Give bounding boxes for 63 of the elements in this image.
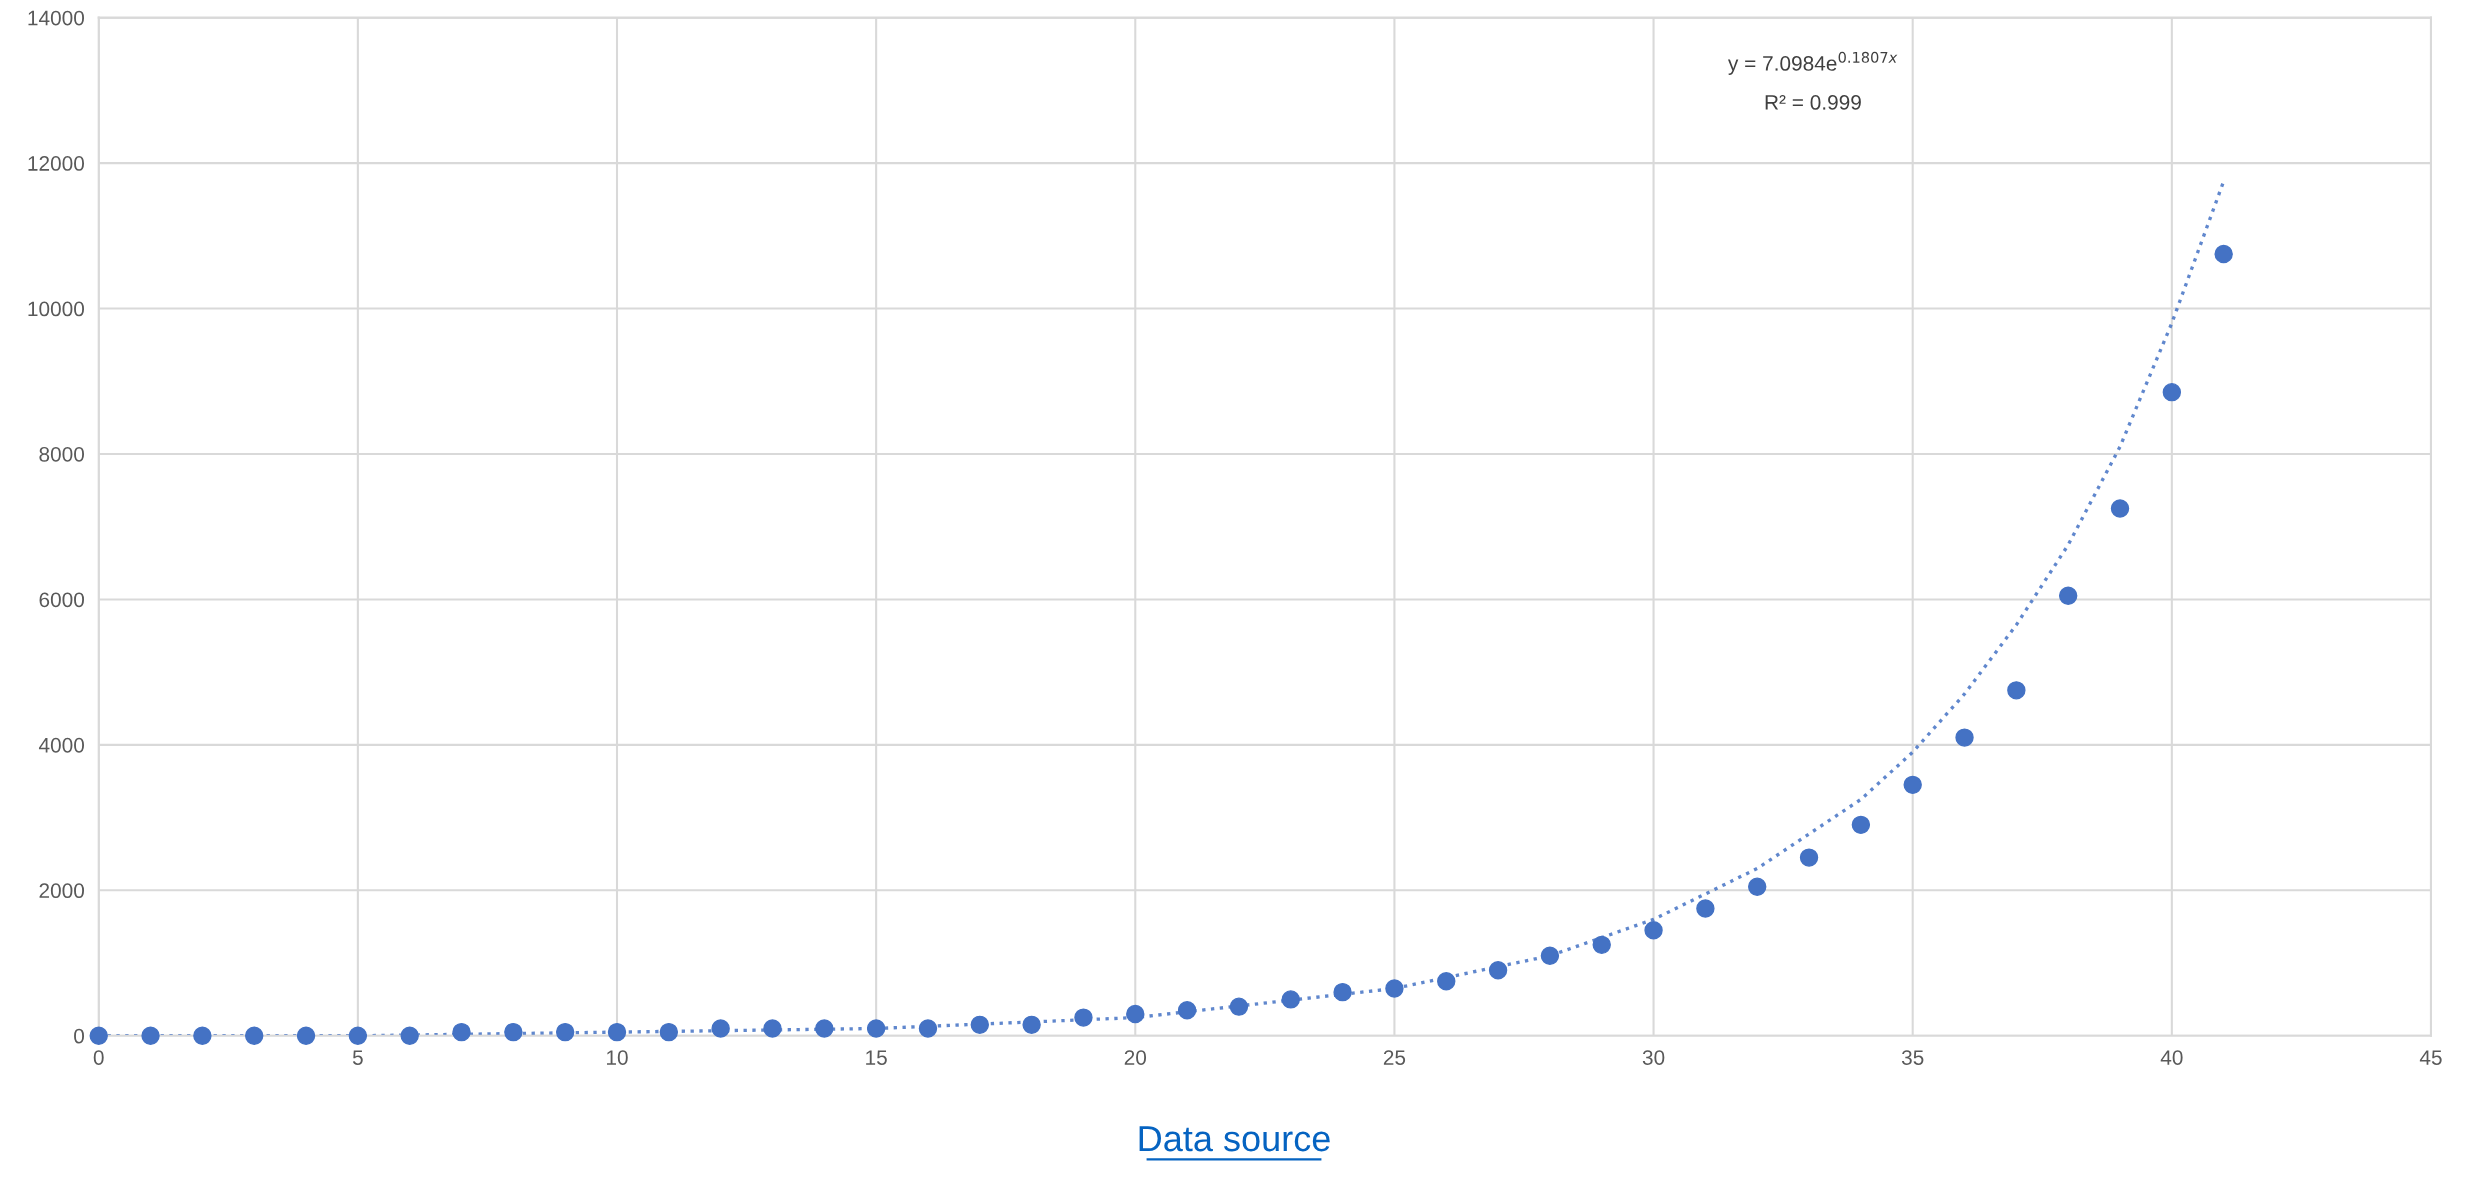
point [296,1026,316,1045]
x-tick-label: 35 [1901,1050,1924,1065]
point [1903,775,1922,795]
point [970,1015,989,1035]
y-tick-label: 0 [74,1028,85,1044]
x-tick-label: 5 [352,1050,363,1065]
x-tick-label: 20 [1124,1050,1147,1065]
point [1126,1004,1145,1024]
point [711,1019,730,1038]
point [1437,972,1456,991]
point [193,1026,212,1045]
point [2058,586,2078,605]
y-tick-label: 6000 [39,592,85,608]
point [1177,1001,1197,1020]
x-tick-label: 40 [2160,1050,2183,1065]
point [2110,499,2130,518]
point [452,1022,471,1042]
y-tick-label: 14000 [28,10,85,26]
point [918,1019,938,1038]
point [400,1026,419,1045]
point [1955,728,1974,747]
text: Data source [1139,1126,1330,1152]
point [89,1026,108,1045]
point [2162,382,2182,402]
point [815,1019,834,1038]
point [1540,946,1560,965]
point [245,1026,264,1045]
y-tick-label: 10000 [28,301,85,317]
point [1022,1015,1041,1035]
annotation: y = 7.0984e$^{0.1807x}$ [1727,51,1898,75]
x-tick-label: 30 [1642,1050,1665,1065]
annotation: R² = 0.999 [1765,95,1861,110]
point [1333,982,1352,1002]
x-tick-label: 15 [866,1050,887,1065]
y-tick-label: 2000 [39,883,85,899]
x-tick-label: 10 [607,1050,628,1065]
point [866,1019,886,1038]
point [141,1026,160,1045]
point [659,1022,679,1042]
point [1592,935,1611,955]
point [1281,990,1300,1009]
point [2214,244,2233,264]
y-tick-label: 12000 [28,156,85,171]
point [1748,877,1767,896]
point [1488,961,1508,980]
point [1385,979,1404,998]
point [1696,899,1715,918]
point [555,1022,575,1042]
point [1644,921,1663,940]
point [504,1022,523,1042]
y-tick-label: 4000 [38,737,85,753]
y-tick-label: 8000 [39,446,85,462]
point [348,1026,368,1045]
point [1799,848,1819,867]
x-tick-label: 0 [93,1050,104,1065]
point [2007,681,2026,700]
point [1229,997,1249,1016]
point [763,1019,782,1038]
point [1851,815,1871,835]
x-tick-label: 25 [1383,1050,1406,1065]
point [607,1022,627,1042]
point [1074,1008,1093,1027]
x-tick-label: 45 [2419,1050,2442,1065]
